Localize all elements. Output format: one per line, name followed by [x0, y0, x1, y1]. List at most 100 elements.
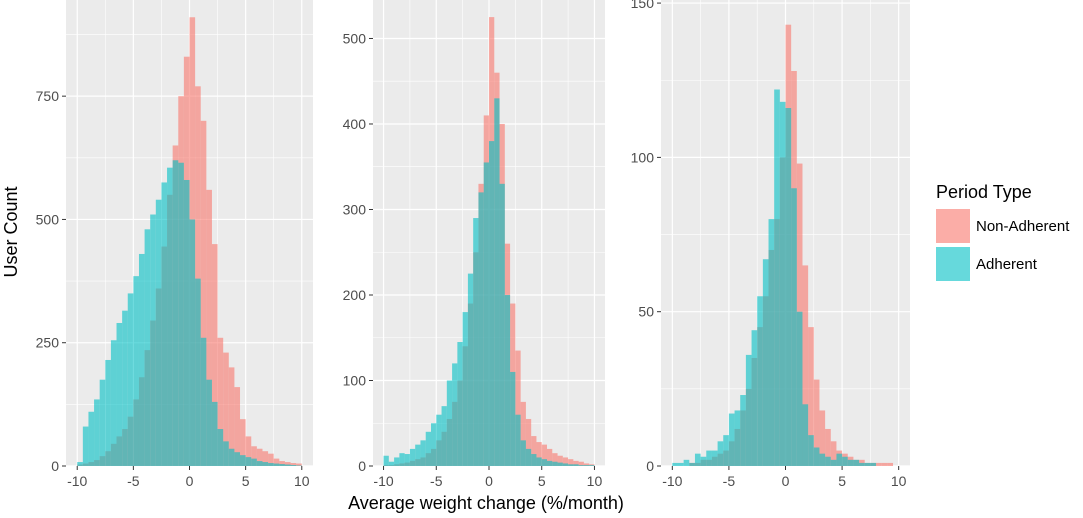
bar-adherent — [791, 188, 797, 466]
y-tick-label: 500 — [36, 211, 60, 227]
bar-adherent — [251, 459, 257, 466]
bar-adherent — [431, 423, 436, 466]
y-tick-label: 200 — [343, 287, 367, 303]
bar-adherent — [684, 460, 690, 466]
bar-adherent — [819, 454, 825, 466]
bar-adherent — [494, 98, 499, 466]
bar-non-adherent — [876, 463, 882, 466]
bar-adherent — [842, 457, 848, 466]
bar-adherent — [531, 454, 536, 466]
bar-adherent — [672, 463, 678, 466]
bar-adherent — [285, 465, 291, 466]
y-tick-label: 250 — [36, 335, 60, 351]
bar-adherent — [718, 441, 724, 466]
bar-adherent — [735, 410, 741, 466]
bar-adherent — [173, 160, 179, 466]
bar-adherent — [712, 451, 718, 466]
bar-adherent — [836, 454, 842, 466]
bar-adherent — [83, 427, 89, 466]
bar-adherent — [128, 293, 134, 466]
y-tick-label: 300 — [343, 201, 367, 217]
bar-adherent — [563, 463, 568, 466]
x-tick-label: 0 — [782, 473, 790, 489]
bar-adherent — [94, 399, 100, 466]
bar-adherent — [195, 279, 201, 466]
bar-adherent — [589, 465, 594, 466]
y-tick-label: 100 — [343, 372, 367, 388]
bar-adherent — [229, 449, 235, 466]
bar-adherent — [870, 463, 876, 466]
bar-adherent — [774, 89, 780, 466]
bar-adherent — [848, 460, 854, 466]
bar-non-adherent — [882, 463, 888, 466]
bar-adherent — [420, 440, 425, 466]
bar-adherent — [558, 463, 563, 466]
bar-non-adherent — [887, 463, 893, 466]
bar-adherent — [536, 457, 541, 466]
bar-adherent — [447, 380, 452, 466]
x-tick-label: 5 — [538, 473, 546, 489]
bar-adherent — [212, 402, 218, 466]
bar-adherent — [240, 455, 246, 466]
bar-adherent — [389, 462, 394, 466]
y-tick-label: 0 — [358, 458, 366, 474]
bar-adherent — [150, 215, 156, 466]
bar-adherent — [410, 449, 415, 466]
bar-adherent — [478, 192, 483, 466]
bar-adherent — [510, 372, 515, 466]
bar-adherent — [405, 454, 410, 466]
bar-adherent — [178, 163, 184, 466]
bar-adherent — [678, 463, 684, 466]
bar-adherent — [426, 432, 431, 466]
bar-adherent — [853, 460, 859, 466]
bar-adherent — [542, 459, 547, 466]
x-tick-label: 10 — [294, 473, 310, 489]
bar-adherent — [723, 435, 729, 466]
bar-adherent — [825, 457, 831, 466]
bar-adherent — [442, 406, 447, 466]
bar-adherent — [584, 465, 589, 466]
bar-adherent — [257, 461, 263, 466]
bar-adherent — [452, 363, 457, 466]
bar-adherent — [167, 168, 173, 466]
x-tick-label: 0 — [485, 473, 493, 489]
bar-adherent — [184, 180, 190, 466]
bar-adherent — [274, 464, 280, 466]
x-tick-label: 5 — [838, 473, 846, 489]
bar-adherent — [521, 440, 526, 466]
y-axis-title: User Count — [1, 186, 21, 277]
bar-adherent — [156, 200, 162, 466]
bar-adherent — [223, 441, 229, 466]
legend-title: Period Type — [936, 182, 1032, 202]
bar-adherent — [139, 254, 145, 466]
y-tick-label: 400 — [343, 116, 367, 132]
bar-adherent — [505, 295, 510, 466]
bar-adherent — [865, 463, 871, 466]
bar-adherent — [190, 219, 196, 466]
bar-adherent — [752, 330, 758, 466]
x-tick-label: 10 — [587, 473, 603, 489]
x-tick-label: -10 — [373, 473, 393, 489]
bar-adherent — [706, 451, 712, 466]
bar-adherent — [394, 457, 399, 466]
x-tick-label: 10 — [891, 473, 907, 489]
bar-adherent — [740, 395, 746, 466]
bar-adherent — [763, 259, 769, 466]
y-tick-label: 500 — [343, 30, 367, 46]
bar-adherent — [757, 296, 763, 466]
bar-adherent — [859, 463, 865, 466]
bar-adherent — [484, 162, 489, 466]
bar-adherent — [489, 141, 494, 466]
bar-adherent — [695, 454, 701, 466]
legend-label-adherent: Adherent — [976, 256, 1038, 273]
bar-adherent — [218, 429, 224, 466]
y-tick-label: 0 — [51, 458, 59, 474]
bar-adherent — [463, 312, 468, 466]
x-tick-label: 0 — [186, 473, 194, 489]
x-tick-label: -5 — [127, 473, 140, 489]
legend-key-adherent — [936, 247, 970, 281]
